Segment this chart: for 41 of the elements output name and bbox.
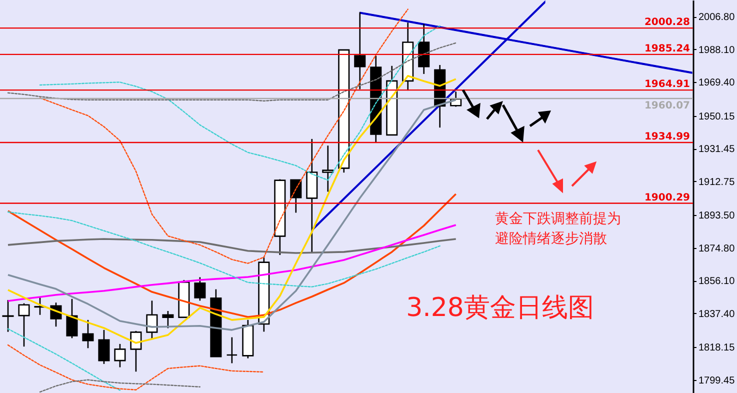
candlestick [322, 144, 334, 192]
text: 3.28黄金日线图 [406, 293, 594, 323]
y-tick-label: 1969.40 [698, 78, 736, 89]
candlestick [162, 310, 174, 329]
y-tick-label: 1931.45 [698, 144, 736, 156]
y-tick-label: 1988.10 [698, 44, 736, 56]
candlestick [98, 329, 110, 365]
candlestick [114, 343, 126, 368]
y-tick-label: 1893.50 [698, 210, 736, 222]
text: 黄金下跌调整前提为避险情绪逐步消散 [495, 211, 621, 247]
line-series [7, 328, 121, 391]
ref-line-label: 1960.07 [644, 100, 690, 112]
line-series [7, 344, 265, 390]
candlestick [194, 276, 206, 302]
y-tick-label: 2006.80 [698, 12, 736, 24]
candlestick [82, 319, 94, 349]
y-tick-label: 1799.45 [698, 375, 736, 386]
line-series [39, 379, 201, 393]
candlestick [130, 330, 142, 372]
y-tick-label: 1874.80 [698, 243, 736, 254]
y-tick-label: 1950.15 [698, 111, 736, 122]
line-series [39, 8, 408, 264]
ref-line-label: 2000.28 [644, 17, 690, 28]
ref-line-label: 1985.24 [644, 43, 690, 54]
line-series [39, 25, 440, 181]
y-tick-label: 1856.10 [698, 276, 736, 288]
ref-line-label: 1964.91 [644, 79, 690, 90]
candlestick [2, 299, 14, 332]
line-series [7, 238, 457, 254]
ref-line-label: 1934.99 [644, 131, 690, 142]
ref-line-label: 1900.29 [644, 192, 690, 204]
y-tick-label: 1837.40 [698, 308, 736, 320]
candlestick [354, 12, 366, 90]
candlestick [290, 179, 302, 214]
y-tick-label: 1818.15 [698, 342, 736, 354]
candlestick [66, 298, 78, 339]
line-series [7, 211, 440, 288]
candlestick [18, 302, 30, 348]
line-series [7, 42, 456, 102]
candlestick [226, 336, 238, 364]
y-tick-label: 1912.75 [698, 176, 736, 188]
